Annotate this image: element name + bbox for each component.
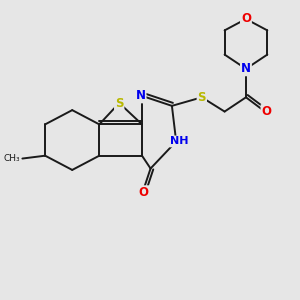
Text: NH: NH	[170, 136, 188, 146]
Text: O: O	[138, 186, 148, 199]
Text: N: N	[241, 62, 251, 75]
Text: S: S	[198, 91, 206, 104]
Text: O: O	[262, 105, 272, 118]
Text: CH₃: CH₃	[4, 154, 20, 163]
Text: N: N	[136, 89, 146, 102]
Text: O: O	[241, 13, 251, 26]
Text: S: S	[115, 97, 124, 110]
